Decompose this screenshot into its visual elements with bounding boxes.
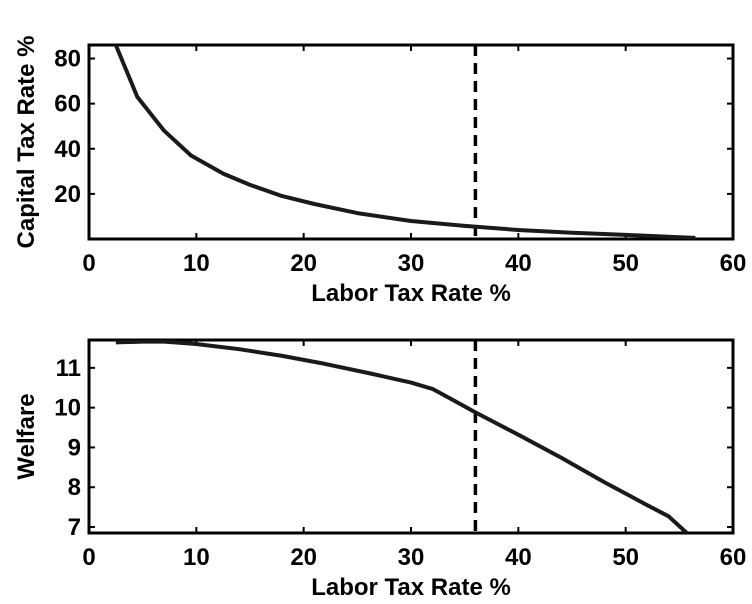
x-axis-label: Labor Tax Rate % <box>311 280 511 307</box>
x-tick-label: 30 <box>398 544 425 571</box>
x-tick-label: 40 <box>505 250 532 277</box>
y-tick-label: 11 <box>56 355 81 382</box>
plot-frame <box>87 338 735 535</box>
y-tick-label: 8 <box>68 474 81 501</box>
y-tick-label: 9 <box>68 434 81 461</box>
y-axis-label: Capital Tax Rate % <box>13 36 40 249</box>
x-tick-label: 30 <box>398 250 425 277</box>
x-tick-label: 50 <box>612 544 639 571</box>
x-axis-label: Labor Tax Rate % <box>311 574 511 601</box>
x-tick-label: 0 <box>82 250 95 277</box>
x-tick-label: 20 <box>290 250 317 277</box>
x-tick-label: 60 <box>720 250 747 277</box>
x-tick-label: 40 <box>505 544 532 571</box>
capital-tax-chart: 0 10 20 30 40 50 60 20 40 60 80 Labor Tax Rate % Cap… <box>13 36 746 307</box>
welfare-series-line <box>115 340 689 533</box>
y-axis-label: Welfare <box>13 393 40 479</box>
x-tick-label: 50 <box>612 250 639 277</box>
capital-series-line <box>113 45 696 239</box>
y-tick-label: 7 <box>68 514 81 541</box>
welfare-chart: 0 10 20 30 40 50 60 7 8 9 10 11 Labor Tax Rate % Welf… <box>13 338 747 601</box>
x-tick-label: 10 <box>183 250 210 277</box>
y-tick-label: 10 <box>54 395 81 422</box>
y-tick-label: 40 <box>54 136 81 163</box>
x-tick-label: 10 <box>183 544 210 571</box>
x-tick-label: 60 <box>720 544 747 571</box>
y-tick-label: 20 <box>54 181 81 208</box>
x-tick-label: 0 <box>82 544 95 571</box>
y-tick-label: 80 <box>54 46 81 73</box>
plot-frame <box>87 43 735 241</box>
x-tick-label: 20 <box>290 544 317 571</box>
y-tick-label: 60 <box>54 91 81 118</box>
